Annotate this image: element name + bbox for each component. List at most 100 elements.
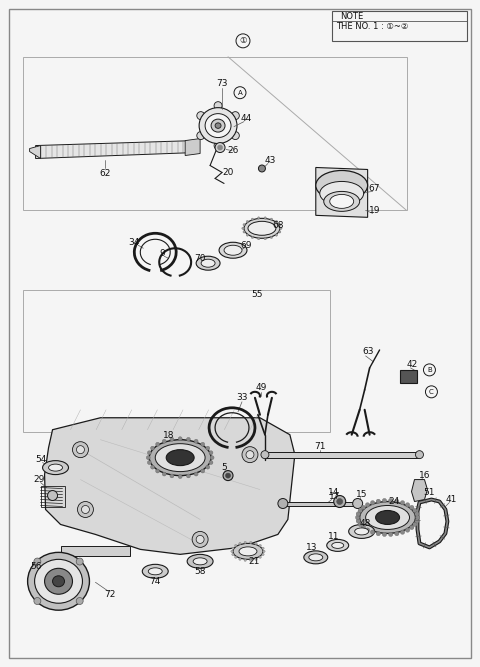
Circle shape: [371, 530, 375, 534]
Text: 71: 71: [314, 442, 325, 451]
Circle shape: [246, 451, 254, 459]
Ellipse shape: [199, 107, 237, 143]
Text: 73: 73: [216, 79, 228, 88]
Ellipse shape: [219, 242, 247, 258]
Ellipse shape: [35, 560, 83, 603]
Text: 72: 72: [105, 590, 116, 599]
Text: 34: 34: [129, 237, 140, 247]
Circle shape: [395, 532, 399, 536]
Circle shape: [178, 437, 182, 441]
Text: 51: 51: [424, 488, 435, 497]
Text: A: A: [238, 89, 242, 95]
Bar: [399, 370, 418, 383]
Text: 15: 15: [356, 490, 367, 499]
Circle shape: [365, 528, 370, 532]
Text: 17: 17: [329, 492, 340, 501]
Text: 58: 58: [194, 567, 206, 576]
Circle shape: [151, 446, 155, 450]
Text: 29: 29: [33, 475, 44, 484]
Circle shape: [259, 556, 262, 558]
Text: 9: 9: [159, 249, 165, 257]
Circle shape: [162, 472, 166, 476]
Circle shape: [82, 506, 89, 514]
Polygon shape: [316, 167, 368, 217]
Ellipse shape: [320, 181, 364, 205]
Circle shape: [214, 141, 222, 149]
Bar: [60, 546, 130, 556]
Circle shape: [215, 143, 225, 153]
Circle shape: [262, 547, 264, 550]
Text: 54: 54: [35, 455, 46, 464]
Ellipse shape: [149, 440, 211, 476]
Circle shape: [76, 558, 83, 565]
Circle shape: [170, 438, 174, 442]
Circle shape: [242, 447, 258, 463]
Text: 5: 5: [221, 463, 227, 472]
Circle shape: [388, 532, 393, 536]
Text: C: C: [429, 389, 434, 395]
Circle shape: [34, 558, 41, 565]
Ellipse shape: [196, 256, 220, 270]
Text: 63: 63: [362, 348, 373, 356]
Circle shape: [382, 498, 386, 503]
Ellipse shape: [48, 464, 62, 471]
Ellipse shape: [166, 450, 194, 466]
Circle shape: [361, 525, 366, 530]
Circle shape: [244, 542, 246, 544]
Ellipse shape: [360, 502, 416, 534]
Circle shape: [251, 236, 253, 239]
Polygon shape: [411, 480, 428, 502]
Circle shape: [278, 231, 281, 233]
Ellipse shape: [193, 558, 207, 565]
Circle shape: [415, 512, 419, 516]
Circle shape: [264, 237, 266, 240]
Circle shape: [197, 111, 205, 119]
Text: THE NO. 1 : ①~②: THE NO. 1 : ①~②: [336, 23, 408, 31]
Text: 55: 55: [251, 289, 263, 299]
Ellipse shape: [43, 461, 69, 475]
Text: 14: 14: [328, 488, 339, 497]
Circle shape: [356, 512, 360, 516]
Circle shape: [336, 498, 343, 504]
Text: 19: 19: [369, 206, 380, 215]
Circle shape: [257, 237, 260, 240]
Circle shape: [365, 503, 370, 507]
Ellipse shape: [327, 540, 348, 552]
Circle shape: [246, 234, 249, 236]
Circle shape: [400, 501, 405, 505]
Ellipse shape: [233, 544, 263, 560]
Text: 26: 26: [228, 146, 239, 155]
Circle shape: [358, 508, 362, 513]
Circle shape: [192, 532, 208, 548]
Circle shape: [156, 442, 160, 446]
Circle shape: [226, 473, 230, 478]
Circle shape: [356, 519, 360, 523]
Circle shape: [209, 451, 213, 455]
Circle shape: [278, 223, 281, 226]
Circle shape: [270, 218, 273, 220]
Circle shape: [223, 471, 233, 480]
Text: 49: 49: [255, 384, 266, 392]
Circle shape: [255, 542, 257, 545]
Circle shape: [170, 474, 174, 478]
Circle shape: [257, 217, 260, 219]
Ellipse shape: [348, 524, 374, 538]
Circle shape: [232, 547, 234, 550]
Text: 13: 13: [306, 543, 318, 552]
Circle shape: [406, 503, 410, 507]
Circle shape: [361, 506, 366, 510]
Circle shape: [162, 440, 166, 444]
Text: 68: 68: [272, 221, 284, 230]
Circle shape: [206, 465, 210, 469]
Text: B: B: [427, 367, 432, 373]
Circle shape: [353, 498, 363, 508]
Ellipse shape: [309, 554, 323, 561]
Text: 56: 56: [30, 562, 41, 571]
Circle shape: [34, 598, 41, 604]
Circle shape: [76, 598, 83, 604]
Circle shape: [415, 516, 420, 520]
Circle shape: [235, 556, 237, 558]
Text: NOTE: NOTE: [340, 13, 363, 21]
Circle shape: [239, 558, 241, 560]
Circle shape: [388, 498, 393, 503]
